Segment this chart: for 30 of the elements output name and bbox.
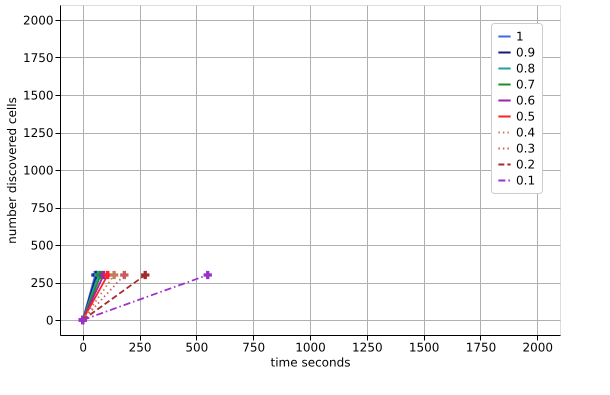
y-tick-label: 1500 — [22, 88, 54, 102]
x-axis-title: time seconds — [270, 356, 350, 370]
x-tick-label: 2000 — [522, 340, 554, 354]
x-tick-label: 1750 — [466, 340, 496, 354]
x-tick-label: 750 — [242, 340, 266, 354]
x-tick-label: 1250 — [352, 340, 383, 354]
legend-label: 0.9 — [516, 46, 536, 60]
x-tick-label: 1500 — [408, 340, 440, 354]
legend-label: 0.2 — [516, 158, 536, 172]
legend-label: 0.8 — [516, 62, 536, 76]
legend-label: 1 — [516, 30, 524, 44]
legend-label: 0.6 — [516, 94, 536, 108]
legend-label: 0.3 — [516, 142, 536, 156]
y-tick-label: 2000 — [22, 14, 54, 28]
x-tick-label: 250 — [128, 340, 152, 354]
y-tick-label: 1250 — [22, 126, 54, 140]
y-tick-label: 250 — [30, 276, 54, 290]
x-tick-label: 500 — [185, 340, 208, 354]
legend-label: 0.1 — [516, 174, 536, 188]
legend-label: 0.7 — [516, 78, 536, 92]
x-tick-label: 0 — [79, 340, 88, 354]
y-tick-label: 500 — [30, 238, 54, 252]
y-tick-label: 750 — [30, 201, 54, 215]
y-tick-label: 1750 — [22, 51, 54, 65]
legend-label: 0.4 — [516, 126, 536, 140]
y-tick-label: 1000 — [22, 164, 54, 178]
x-tick-label: 1000 — [295, 340, 326, 354]
y-tick-label: 0 — [46, 314, 54, 328]
legend-label: 0.5 — [516, 110, 536, 124]
y-axis-title: number discovered cells — [4, 97, 19, 244]
